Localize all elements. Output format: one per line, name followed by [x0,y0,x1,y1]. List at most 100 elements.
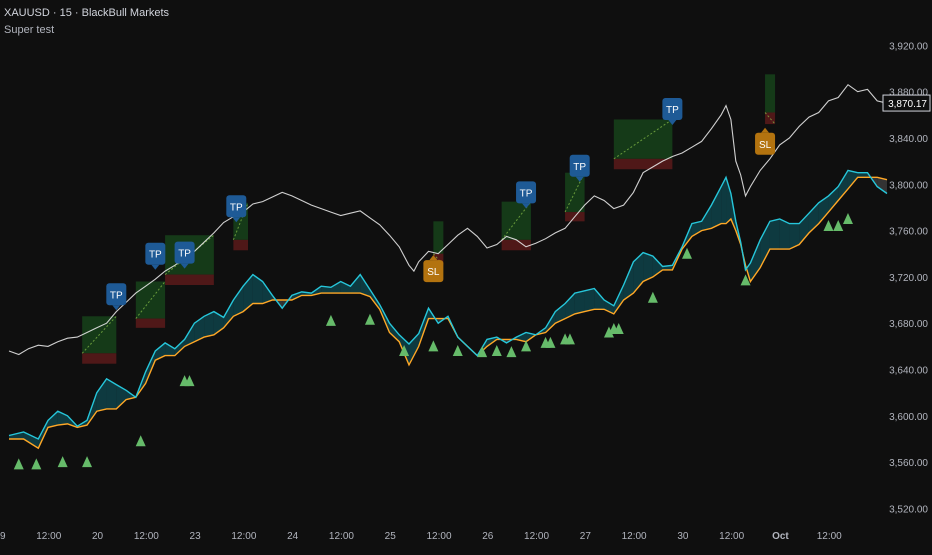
buy-signal-triangle[interactable] [564,333,575,345]
y-tick-label: 3,880.00 [889,88,928,99]
buy-signal-triangle[interactable] [57,456,68,468]
take-profit-zone [433,221,444,254]
indicator-title[interactable]: Super test [4,24,55,36]
trade-path-line [764,112,776,125]
y-axis[interactable]: 3,920.00 3,880.00 3,840.00 3,800.00 3,760.00… [882,41,931,515]
fast-line[interactable] [8,169,888,440]
buy-signal-triangle[interactable] [399,344,410,356]
bull-band-segment [184,323,195,347]
y-tick-label: 3,640.00 [889,366,928,377]
buy-signal-triangle[interactable] [477,346,488,358]
buy-signal-triangle[interactable] [842,213,853,225]
buy-signal-triangle[interactable] [833,219,844,231]
y-tick-label: 3,760.00 [889,227,928,238]
bull-band-segment [23,432,39,449]
bull-band-segment [389,323,400,342]
buy-signal-triangle[interactable] [613,322,624,334]
bear-band-segment [877,177,887,194]
last-price-label: 3,870.17 [888,99,927,110]
buy-signal-triangle[interactable] [452,344,463,356]
x-tick-label: 12:00 [426,531,451,542]
bull-band-segment [9,432,24,439]
buy-signal-triangle[interactable] [603,326,614,338]
take-profit-label[interactable]: TP [516,181,537,209]
stop-loss-zone [765,112,776,125]
label-pointer [180,263,189,269]
buy-signal-triangle[interactable] [647,291,658,303]
trade-label-layer: TP TP TP TP SL TP TP TP SL [106,98,776,311]
bull-band-segment [145,350,156,384]
bull-band-segment [847,170,858,189]
bull-band-segment [613,284,624,314]
label-badge [174,241,195,264]
bull-band-segment [194,316,205,342]
stop-loss-label[interactable]: SL [755,127,776,155]
label-badge [226,195,247,218]
take-profit-label[interactable]: TP [145,242,166,270]
x-tick-label: 19 [0,531,6,542]
bull-band-segment [760,221,770,268]
x-axis[interactable]: 19 12:00 20 12:00 23 12:00 24 12:00 25 12:00 26 12:… [0,531,842,542]
bull-band-segment [623,261,634,301]
price-line[interactable] [8,83,888,356]
bull-band-segment [574,290,585,314]
bull-band-segment [330,281,341,294]
y-tick-label: 3,520.00 [889,504,928,515]
buy-signal-triangle[interactable] [491,344,502,356]
label-badge [106,283,127,306]
bull-band-segment [779,219,790,250]
bull-band-segment [233,286,244,317]
y-tick-label: 3,920.00 [889,41,928,52]
bull-band-segment [262,281,273,304]
buy-signal-triangle[interactable] [184,375,195,387]
take-profit-label[interactable]: TP [569,154,590,182]
bull-band-segment [838,170,848,201]
stop-loss-label[interactable]: SL [423,255,444,283]
label-text: TP [666,105,679,116]
buy-signal-triangle[interactable] [428,340,439,352]
x-tick-label: 12:00 [817,531,842,542]
buy-signal-triangle[interactable] [521,340,532,352]
take-profit-label[interactable]: TP [226,195,247,223]
label-text: SL [759,140,772,151]
bull-band-segment [828,186,839,213]
take-profit-label[interactable]: TP [662,98,683,126]
buy-signal-triangle[interactable] [31,458,42,470]
label-text: TP [178,249,191,260]
bull-band-segment [106,378,117,409]
y-tick-label: 3,680.00 [889,319,928,330]
x-tick-label: 12:00 [719,531,744,542]
buy-signal-triangle[interactable] [364,313,375,325]
bull-band-segment [252,274,263,304]
bull-band-segment [789,223,800,250]
y-tick-label: 3,840.00 [889,134,928,145]
take-profit-label[interactable]: TP [106,283,127,311]
bull-band-segment [691,221,702,237]
buy-signal-triangle[interactable] [545,336,556,348]
buy-signal-triangle[interactable] [823,219,834,231]
buy-signal-triangle[interactable] [682,247,693,259]
bull-band-segment [769,219,780,250]
buy-signal-triangle[interactable] [740,274,751,286]
bull-band-segment [96,378,107,412]
buy-signal-triangle[interactable] [135,435,146,447]
symbol-title[interactable]: XAUUSD · 15 · BlackBull Markets [4,7,170,19]
x-tick-label: 25 [385,531,397,542]
label-text: TP [520,188,533,199]
bull-band-segment [711,186,722,229]
label-pointer [112,305,121,311]
bull-band-segment [360,274,370,297]
buy-signal-triangle[interactable] [82,456,93,468]
x-tick-label: 30 [677,531,689,542]
take-profit-label[interactable]: TP [174,241,195,269]
buy-signal-triangle[interactable] [13,458,24,470]
bull-band-segment [604,300,614,314]
label-pointer [761,127,770,133]
trade-path-line [164,234,215,275]
last-price-box [882,94,931,112]
buy-signal-triangle[interactable] [325,314,336,326]
buy-signal-triangle[interactable] [506,346,517,358]
bull-band-segment [418,308,429,347]
